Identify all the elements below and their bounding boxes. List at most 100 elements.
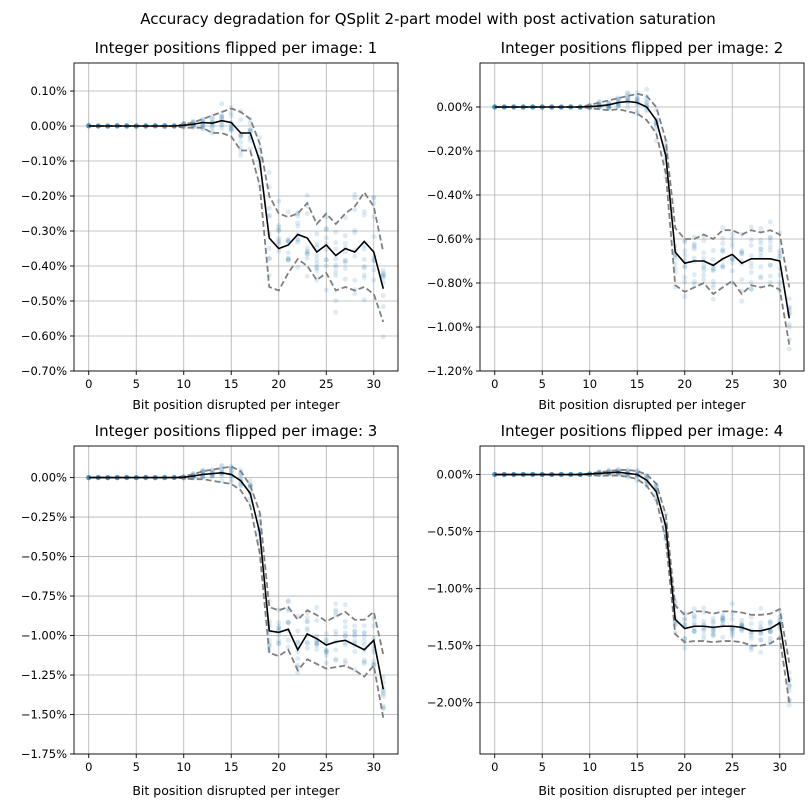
panel-4-trial-point: [710, 618, 716, 624]
panel-2-trial-point: [786, 324, 792, 330]
panel-4-trial-point: [720, 618, 726, 624]
panel-1-trial-point: [323, 226, 329, 232]
panel-1-trial-point: [333, 298, 339, 304]
panel-3-y-tick-label: −1.50%: [21, 708, 67, 722]
panel-4-trial-point: [729, 631, 735, 637]
panel-1-trial-point: [323, 257, 329, 263]
panel-3-trial-point: [86, 475, 92, 481]
panel-4-trial-point: [758, 605, 764, 611]
panel-1-trial-point: [352, 277, 358, 283]
panel-3-trial-point: [361, 642, 367, 648]
panel-2-x-tick-label: 5: [539, 377, 546, 391]
panel-2-trial-point: [729, 240, 735, 246]
panel-4-trial-point: [720, 614, 726, 620]
panel-3-trial-point: [361, 660, 367, 666]
panel-3-trial-point: [352, 633, 358, 639]
panel-2-trial-point: [758, 275, 764, 281]
panel-1-trial-point: [238, 139, 244, 145]
panel-3-trial-point: [304, 645, 310, 651]
panel-1-trial-point: [380, 275, 386, 281]
panel-3-trial-point: [342, 633, 348, 639]
panel-1-trial-point: [86, 123, 92, 129]
panel-2-y-tick-label: −0.80%: [427, 276, 473, 290]
panel-1-x-axis-label: Bit position disrupted per integer: [132, 397, 340, 412]
panel-4-trial-point: [748, 614, 754, 620]
panel-3-trial-point: [304, 627, 310, 633]
panel-3-trial-point: [304, 625, 310, 631]
panel-3-x-tick-label: 5: [133, 760, 140, 774]
panel-1-trial-point: [219, 125, 225, 131]
panel-3-trial-point: [352, 638, 358, 644]
panel-1-trial-point: [352, 207, 358, 213]
panel-2-trial-point: [701, 272, 707, 278]
panel-1-trial-point: [352, 253, 358, 259]
panel-1-trial-point: [247, 146, 253, 152]
panel-4-trial-point: [758, 630, 764, 636]
panel-1-trial-point: [371, 214, 377, 220]
panel-3-trial-point: [323, 647, 329, 653]
panel-2-trial-point: [777, 255, 783, 261]
panel-4-trial-point: [739, 621, 745, 627]
panel-3-x-tick-label: 25: [319, 760, 334, 774]
panel-4-mean-line: [494, 471, 791, 683]
panel-4-trial-point: [701, 632, 707, 638]
panel-2-trial-point: [492, 104, 498, 110]
panel-1-trial-point: [276, 225, 282, 231]
panel-3-trial-point: [314, 646, 320, 652]
panel-2-trial-point: [748, 237, 754, 243]
panel-2-y-tick-label: −0.20%: [427, 144, 473, 158]
panel-4-trial-point: [748, 636, 754, 642]
panel-1-trial-point: [276, 239, 282, 245]
panel-3-trial-point: [209, 473, 215, 479]
panel-1-trial-point: [295, 237, 301, 243]
panel-3-trial-point: [333, 657, 339, 663]
panel-2-trial-point: [729, 231, 735, 237]
panel-4-x-tick-label: 5: [539, 760, 546, 774]
panel-1-trial-point: [238, 152, 244, 158]
panel-1-trial-point: [371, 194, 377, 200]
panel-1-y-tick-label: 0.10%: [30, 84, 67, 98]
panel-3-trial-point: [333, 601, 339, 607]
panel-3-trial-point: [304, 618, 310, 624]
panel-1-trial-point: [342, 233, 348, 239]
panel-1-trial-point: [361, 209, 367, 215]
panel-2-trial-point: [729, 256, 735, 262]
panel-3-trial-point: [238, 475, 244, 481]
panel-4-trial-point: [767, 629, 773, 635]
panel-3-trial-point: [238, 483, 244, 489]
panel-1-x-tick-label: 0: [85, 377, 92, 391]
panel-4-trial-point: [701, 605, 707, 611]
panel-2-trial-point: [682, 239, 688, 245]
panel-4-trial-point: [682, 636, 688, 642]
panel-3-trial-point: [295, 649, 301, 655]
panel-2-trial-point: [653, 138, 659, 144]
panel-1-trial-point: [295, 239, 301, 245]
panel-2-trial-point: [758, 225, 764, 231]
panel-2-trial-point: [615, 97, 621, 103]
panel-2-trial-point: [748, 242, 754, 248]
panel-4-trial-point: [492, 471, 498, 477]
panel-1-trial-point: [342, 215, 348, 221]
panel-4-x-tick-label: 15: [630, 760, 645, 774]
panel-3-trial-point: [209, 473, 215, 479]
panel-4-trial-point: [758, 637, 764, 643]
panel-2-trial-point: [720, 249, 726, 255]
panel-1-trial-point: [266, 245, 272, 251]
panel-2-axes-frame: [479, 62, 805, 372]
panel-1-trial-point: [323, 247, 329, 253]
panel-4-x-tick-label: 0: [491, 760, 498, 774]
panel-3-trial-point: [285, 599, 291, 605]
panel-1-trial-point: [257, 135, 263, 141]
panel-4-trial-point: [691, 616, 697, 622]
panel-4-trial-point: [720, 621, 726, 627]
panel-3-trial-point: [295, 655, 301, 661]
panel-1-x-tick-label: 30: [366, 377, 381, 391]
panel-4-trial-point: [625, 467, 631, 473]
panel-1-trial-point: [276, 241, 282, 247]
panel-3-trial-point: [314, 604, 320, 610]
panel-1-y-tick-label: −0.20%: [21, 189, 67, 203]
panel-2-trial-point: [767, 239, 773, 245]
panel-3-trial-point: [323, 660, 329, 666]
panel-4-trial-point: [767, 618, 773, 624]
panel-1-trial-point: [361, 275, 367, 281]
